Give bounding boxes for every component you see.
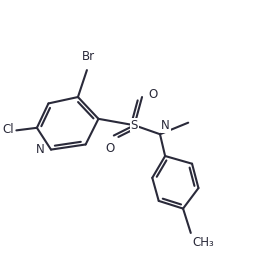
Text: O: O <box>105 142 115 155</box>
Text: Br: Br <box>82 50 95 63</box>
Text: O: O <box>148 89 158 101</box>
Text: CH₃: CH₃ <box>192 235 214 249</box>
Text: Cl: Cl <box>2 122 14 136</box>
Text: N: N <box>36 143 45 156</box>
Text: S: S <box>131 119 138 132</box>
Text: N: N <box>161 119 170 132</box>
